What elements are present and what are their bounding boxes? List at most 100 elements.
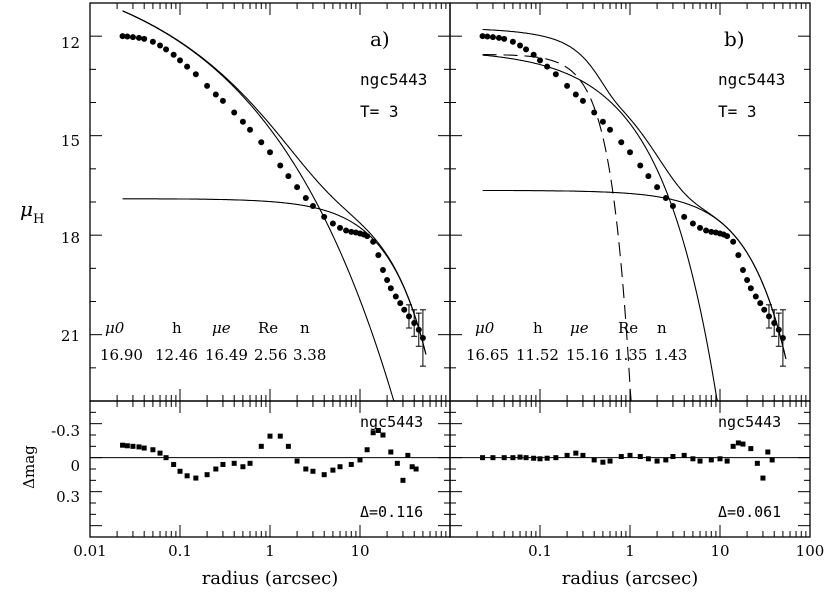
param-header: h — [533, 319, 543, 337]
profile-point — [364, 233, 371, 240]
residual-point — [735, 440, 741, 446]
bulge-model-curve — [482, 54, 719, 402]
residual-point — [370, 430, 376, 436]
residual-point — [531, 455, 537, 461]
x-tick-label: 100 — [796, 542, 825, 560]
param-value: 16.65 — [466, 346, 509, 364]
profile-point — [321, 213, 328, 220]
param-header: Re — [258, 319, 278, 337]
profile-point — [697, 224, 704, 231]
residual-point — [618, 454, 624, 460]
residual-point — [564, 452, 570, 458]
residual-point — [130, 443, 136, 449]
profile-point — [397, 300, 404, 307]
param-header: μ0 — [475, 319, 495, 337]
param-value: 1.35 — [614, 346, 647, 364]
residual-point — [654, 458, 660, 464]
profile-point — [757, 300, 764, 307]
panel-a-type: T= 3 — [360, 102, 399, 121]
profile-point — [184, 63, 191, 70]
residual-point — [330, 467, 336, 473]
profile-point — [509, 38, 516, 45]
profile-point — [627, 149, 633, 156]
param-value: 3.38 — [293, 346, 326, 364]
residual-point — [124, 443, 130, 449]
profile-point — [294, 184, 301, 191]
panel-b-galaxy: ngc5443 — [718, 70, 785, 89]
profile-point — [177, 57, 183, 64]
total-model-curve — [122, 10, 427, 355]
top-y-axis-label-main: μ — [20, 197, 33, 221]
residual-point — [267, 433, 273, 439]
profile-point — [337, 224, 344, 231]
top-y-axis-label-sub: H — [33, 212, 44, 227]
residual-point — [184, 473, 190, 479]
x-tick-label: 1 — [265, 542, 275, 560]
residual-point — [510, 455, 516, 461]
residual-point — [380, 432, 386, 438]
profile-point — [495, 34, 502, 41]
panel-b-top-frame — [449, 2, 811, 402]
residual-point — [748, 446, 754, 452]
residual-point — [120, 442, 126, 448]
residual-point — [501, 455, 507, 461]
profile-point — [401, 306, 408, 313]
profile-point — [537, 57, 543, 64]
residual-point — [724, 458, 730, 464]
residual-point — [730, 443, 736, 449]
y-tick-label: 15 — [61, 132, 80, 150]
residual-point — [348, 461, 354, 467]
profile-point — [163, 46, 170, 53]
profile-point — [141, 35, 148, 42]
residual-point — [754, 460, 760, 466]
residual-point — [321, 472, 327, 478]
profile-point — [135, 34, 142, 41]
residual-point — [157, 450, 163, 456]
residual-point — [247, 460, 253, 466]
profile-point — [119, 33, 126, 40]
axis-ticks — [89, 2, 810, 537]
panel-b-annotations: b) ngc5443 T= 3 μ0 h μe Re n 16.65 11.52… — [466, 27, 785, 521]
residual-point — [400, 477, 406, 483]
param-value: 1.43 — [654, 346, 687, 364]
profile-point — [599, 118, 606, 125]
residual-point — [769, 457, 775, 463]
param-value: 16.49 — [205, 346, 248, 364]
profile-point — [204, 82, 211, 89]
residual-point — [717, 456, 723, 462]
residual-a-galaxy: ngc5443 — [360, 413, 423, 431]
residual-point — [681, 452, 687, 458]
residual-point — [177, 468, 183, 474]
profile-point — [387, 285, 394, 292]
profile-point — [157, 42, 164, 49]
residual-point — [480, 455, 486, 461]
axes-frames — [89, 2, 811, 538]
residual-point — [405, 452, 411, 458]
residual-point — [277, 433, 283, 439]
residual-point — [573, 450, 579, 456]
y-tick-label: 12 — [61, 34, 80, 52]
profile-point — [724, 233, 731, 240]
x-axis-label-a: radius (arcsec) — [202, 568, 339, 589]
profile-point — [149, 38, 156, 45]
profile-point — [267, 149, 273, 156]
residual-a-delta: Δ=0.116 — [360, 503, 423, 521]
residual-point — [740, 441, 746, 447]
residual-point — [375, 427, 381, 433]
param-header: n — [657, 319, 667, 337]
profile-point — [329, 220, 336, 227]
residual-point — [141, 445, 147, 451]
profile-point — [607, 126, 614, 133]
profile-point — [564, 82, 571, 89]
panel-b-type: T= 3 — [718, 102, 757, 121]
residual-point — [193, 475, 199, 481]
profile-point — [343, 227, 350, 234]
profile-point — [375, 252, 382, 259]
residual-point — [591, 457, 597, 463]
param-header: n — [300, 319, 310, 337]
profile-point — [501, 35, 508, 42]
residual-point — [240, 464, 246, 470]
residual-point — [337, 464, 343, 470]
profile-point — [591, 109, 598, 116]
profile-point — [392, 293, 399, 300]
